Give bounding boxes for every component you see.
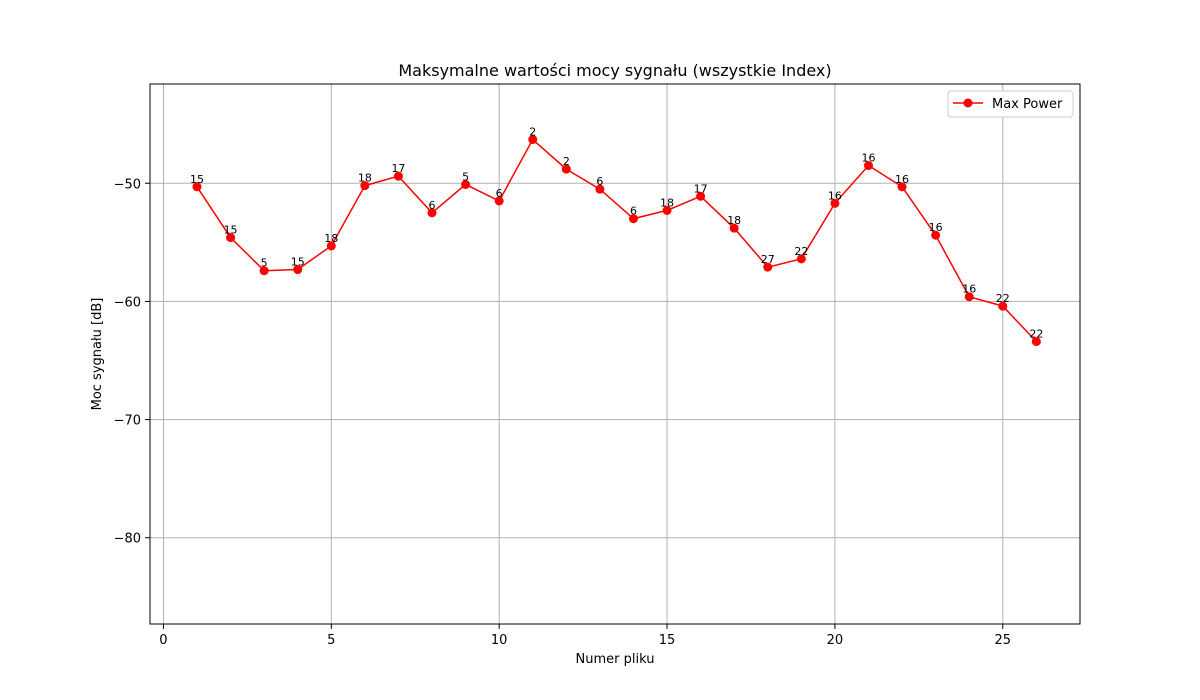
data-point [461, 179, 471, 189]
data-point [528, 135, 538, 145]
x-tick-label: 10 [491, 633, 508, 648]
y-tick-label: −60 [114, 295, 141, 310]
data-point [427, 208, 437, 218]
y-tick-label: −70 [114, 414, 141, 429]
x-tick-label: 5 [327, 633, 335, 648]
data-point [494, 196, 504, 206]
data-point [964, 292, 974, 302]
x-axis-label: Numer pliku [576, 652, 655, 667]
data-label: 18 [358, 172, 372, 185]
data-point [1031, 337, 1041, 347]
legend-box [947, 90, 1074, 118]
chart-title: Maksymalne wartości mocy sygnału (wszyst… [398, 61, 831, 80]
data-point [998, 301, 1008, 311]
data-label: 22 [794, 245, 808, 258]
data-point [796, 254, 806, 264]
data-label: 15 [190, 173, 204, 186]
data-label: 22 [1029, 328, 1043, 341]
series-line-max-power [196, 138, 1037, 343]
data-label: 5 [261, 257, 268, 270]
legend-entry-max-power: Max Power [992, 97, 1063, 112]
x-tick-label: 0 [159, 633, 167, 648]
data-point [931, 230, 941, 240]
data-point [897, 182, 907, 192]
data-point [595, 184, 605, 194]
data-label: 18 [727, 214, 741, 227]
y-tick-label: −50 [114, 177, 141, 192]
data-point [393, 171, 403, 181]
data-point [326, 241, 336, 251]
grid-layer [150, 84, 1080, 624]
legend: Max Power [947, 90, 1074, 118]
data-label: 16 [895, 173, 909, 186]
data-label: 2 [563, 155, 570, 168]
data-label: 16 [962, 283, 976, 296]
data-label: 6 [596, 175, 603, 188]
data-point [259, 266, 269, 276]
data-label: 18 [660, 196, 674, 209]
data-point [628, 214, 638, 224]
y-axis-label: Moc sygnału [dB] [90, 298, 105, 411]
data-point [293, 265, 303, 275]
x-tick-label: 20 [827, 633, 844, 648]
x-tick-label: 25 [995, 633, 1012, 648]
data-point [729, 223, 739, 233]
data-label: 27 [761, 253, 775, 266]
data-label: 17 [694, 182, 708, 195]
ticks-layer: 0 5 10 15 20 25 −80 −70 −60 −50 [114, 177, 1011, 648]
data-label: 2 [529, 126, 536, 139]
data-label: 15 [291, 256, 305, 269]
data-point [763, 262, 773, 272]
data-point [662, 205, 672, 215]
data-label: 5 [462, 170, 469, 183]
data-label: 16 [929, 221, 943, 234]
data-point [192, 182, 202, 192]
data-label: 17 [391, 162, 405, 175]
data-point [226, 233, 236, 243]
data-label: 15 [224, 224, 238, 237]
data-point [360, 181, 370, 191]
plot-frame [149, 83, 1081, 625]
data-point [863, 161, 873, 171]
data-point [561, 164, 571, 174]
data-label: 22 [996, 292, 1010, 305]
legend-marker-swatch [963, 98, 973, 108]
data-label: 6 [429, 199, 436, 212]
data-point [696, 191, 706, 201]
data-label: 16 [861, 152, 875, 165]
data-label: 18 [324, 232, 338, 245]
data-label: 6 [496, 187, 503, 200]
y-tick-label: −80 [114, 532, 141, 547]
x-tick-label: 15 [659, 633, 676, 648]
data-label: 6 [630, 205, 637, 218]
data-point [830, 198, 840, 208]
data-label: 16 [828, 189, 842, 202]
